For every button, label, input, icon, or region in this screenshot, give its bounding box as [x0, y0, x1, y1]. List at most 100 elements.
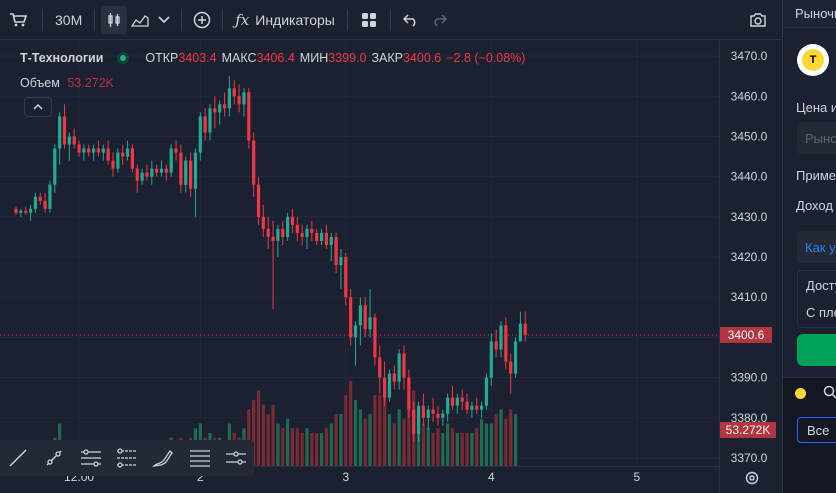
- chart-area[interactable]: 3470.0 3460.0 3450.0 3440.0 3430.0 3420.0 3410…: [0, 40, 782, 493]
- candles-icon[interactable]: [101, 5, 128, 34]
- volume-bar: [266, 414, 270, 466]
- top-toolbar: 30M ƒx Индикаторы: [0, 0, 782, 40]
- candle-body: [14, 208, 18, 213]
- info-box: Досту С пле: [797, 270, 836, 328]
- volume-bar: [305, 428, 309, 466]
- candle-body: [208, 108, 212, 133]
- buy-button[interactable]: [797, 334, 836, 366]
- time-tick-label: 5: [633, 470, 640, 484]
- price-input[interactable]: Рынс: [797, 122, 836, 154]
- toolbar-divider: [346, 8, 348, 31]
- volume-bar: [509, 409, 513, 466]
- brush-icon[interactable]: [145, 440, 181, 476]
- candle-body: [421, 405, 425, 418]
- candle-body: [295, 224, 299, 233]
- volume-bar: [436, 428, 440, 466]
- ohlc-legend: Т-Технологии ОТКР 3403.4 МАКС 3406.4 МИН…: [20, 51, 530, 65]
- tab-market-order[interactable]: Рыночн: [783, 0, 836, 28]
- candle-body: [256, 184, 261, 217]
- candle-body: [271, 236, 275, 241]
- last-price-label: 3400.6: [728, 328, 765, 342]
- close-value: 3400.6: [402, 51, 442, 65]
- panel-footer: [783, 380, 836, 493]
- redo-icon[interactable]: [425, 6, 453, 34]
- volume-bar: [339, 414, 343, 466]
- ray-icon[interactable]: [36, 440, 72, 476]
- candle-body: [169, 148, 173, 173]
- close-label: ЗАКР: [371, 51, 403, 65]
- grid: [0, 40, 719, 466]
- candle-body: [290, 216, 295, 225]
- candle-body: [252, 140, 256, 185]
- volume-bar: [513, 414, 518, 466]
- volume-bar: [334, 414, 338, 466]
- area-chart-icon[interactable]: [127, 6, 153, 34]
- timeframe-button[interactable]: 30M: [55, 11, 83, 28]
- candle-body: [106, 148, 110, 161]
- parallel-channel-icon[interactable]: [73, 440, 109, 476]
- horizontal-lines-icon[interactable]: [181, 440, 217, 476]
- candle-body: [426, 409, 430, 418]
- change-value: −2.8 (−0.08%): [446, 51, 526, 65]
- candle-body: [319, 232, 324, 241]
- candle-body: [261, 216, 265, 229]
- trend-line-icon[interactable]: [0, 440, 36, 476]
- search-icon[interactable]: [823, 385, 836, 404]
- candle-body: [82, 148, 86, 153]
- camera-icon[interactable]: [740, 6, 776, 34]
- volume-bar: [450, 428, 455, 466]
- price-tick-label: 3380.0: [731, 411, 768, 425]
- instrument-name[interactable]: Т-Технологии: [20, 51, 104, 65]
- fx-icon: ƒx: [235, 10, 250, 29]
- volume-bar: [480, 418, 484, 466]
- candle-body: [402, 353, 406, 378]
- candle-body: [159, 168, 164, 173]
- candle-body: [470, 405, 474, 410]
- volume-bar: [324, 428, 328, 466]
- low-label: МИН: [299, 51, 329, 65]
- volume-bar: [489, 423, 493, 466]
- candle-body: [266, 228, 270, 237]
- volume-bar: [383, 390, 387, 466]
- candle-body: [189, 160, 193, 189]
- price-axis[interactable]: 3470.0 3460.0 3450.0 3440.0 3430.0 3420.0 3410…: [731, 49, 768, 465]
- candle-body: [19, 210, 23, 213]
- candle-body: [315, 232, 319, 241]
- layouts-icon[interactable]: [354, 6, 384, 34]
- toolbar-divider: [222, 8, 224, 31]
- volume-bar: [499, 409, 503, 466]
- candle-body: [305, 228, 309, 237]
- open-value: 3403.4: [178, 51, 217, 65]
- chart-canvas[interactable]: 3470.0 3460.0 3450.0 3440.0 3430.0 3420.0 3410…: [0, 40, 782, 493]
- candle-body: [387, 373, 392, 398]
- time-tick-label: 4: [488, 470, 495, 484]
- how-link-box[interactable]: Как у: [797, 231, 836, 263]
- candle-body: [213, 108, 217, 113]
- horizontal-ray-icon[interactable]: [218, 440, 254, 476]
- indicators-button[interactable]: ƒx Индикаторы: [229, 6, 341, 34]
- add-compare-icon[interactable]: [188, 6, 216, 34]
- price-tick-label: 3410.0: [731, 290, 768, 304]
- fib-retracement-icon[interactable]: [109, 440, 145, 476]
- volume-bar: [261, 404, 265, 466]
- candle-body: [349, 297, 353, 338]
- candle-body: [111, 160, 115, 169]
- collapse-legend-button[interactable]: [24, 97, 52, 117]
- how-link[interactable]: Как у: [805, 240, 836, 255]
- volume-bar: [465, 432, 469, 466]
- candle-body: [140, 172, 144, 181]
- undo-icon[interactable]: [397, 6, 425, 34]
- volume-bar: [431, 432, 435, 466]
- settings-gear-icon[interactable]: [745, 471, 759, 485]
- chevron-down-icon[interactable]: [153, 6, 175, 34]
- volume-bar: [315, 432, 319, 466]
- candle-body: [174, 148, 178, 153]
- filter-all-button[interactable]: Все: [797, 417, 836, 443]
- volume-bar: [310, 432, 314, 466]
- cart-icon[interactable]: [0, 6, 36, 34]
- candle-body: [407, 377, 411, 410]
- volume-legend: Объем 53.272K: [20, 76, 114, 90]
- candle-body: [150, 168, 154, 177]
- price-tick-label: 3470.0: [731, 49, 768, 63]
- volume-bar: [455, 432, 459, 466]
